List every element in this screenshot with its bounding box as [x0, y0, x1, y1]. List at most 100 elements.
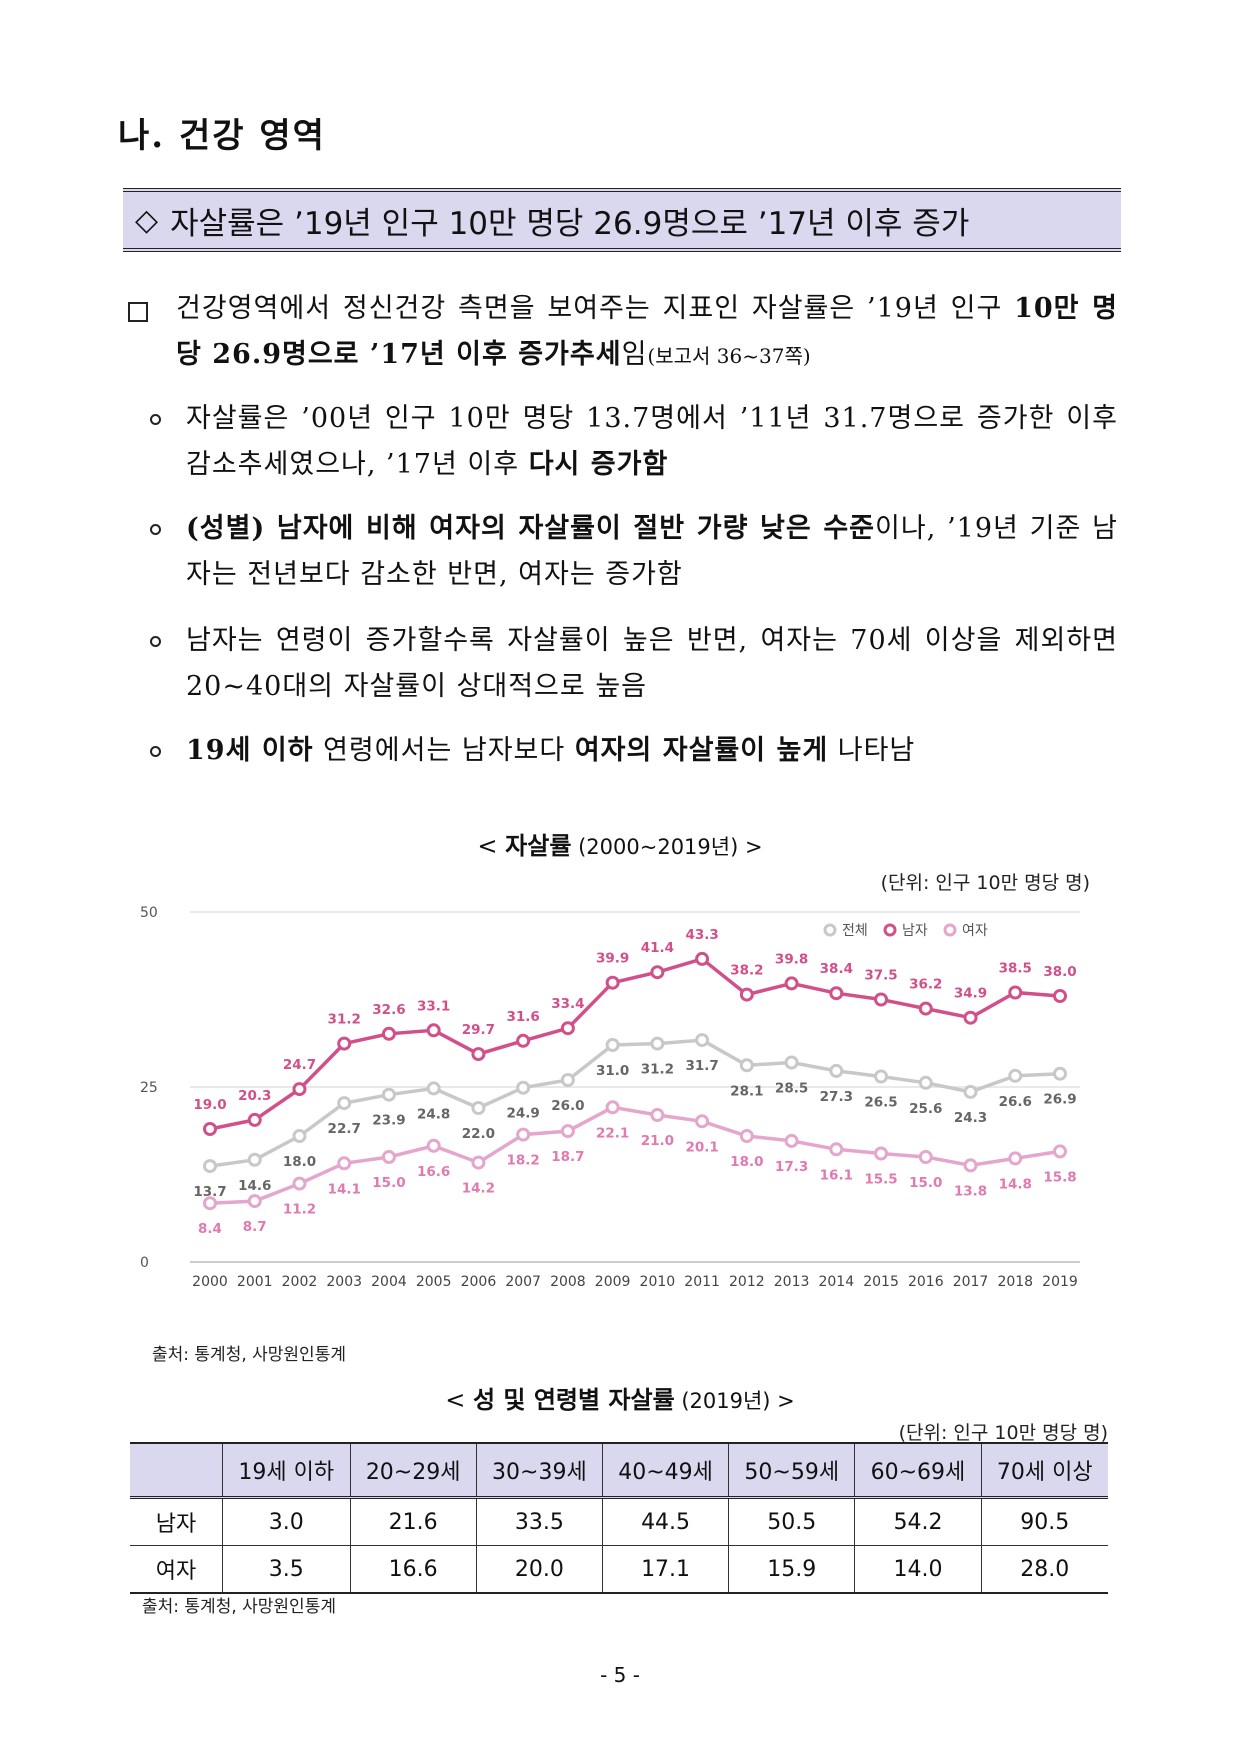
data-label: 31.7	[685, 1058, 718, 1074]
table-cell: 54.2	[854, 1497, 982, 1546]
data-point	[874, 1069, 889, 1084]
data-label: 15.8	[1043, 1169, 1076, 1185]
data-label: 24.9	[507, 1106, 540, 1122]
data-label: 14.2	[462, 1181, 495, 1197]
data-label: 41.4	[641, 940, 674, 956]
data-point	[918, 1075, 933, 1090]
data-label: 26.6	[999, 1094, 1032, 1110]
data-label: 28.1	[730, 1083, 763, 1099]
summary-plain-1: 건강영역에서 정신건강 측면을 보여주는 지표인 자살률은 ’19년 인구	[176, 293, 1003, 324]
data-label: 33.1	[417, 998, 450, 1014]
data-label: 18.2	[507, 1153, 540, 1169]
table-cell: 17.1	[601, 1545, 729, 1594]
data-point	[292, 1082, 307, 1097]
data-label: 15.5	[864, 1172, 897, 1188]
data-point	[292, 1176, 307, 1191]
data-label: 38.4	[820, 961, 853, 977]
x-tick-label: 2004	[371, 1274, 407, 1290]
data-label: 15.0	[909, 1175, 942, 1191]
data-point	[292, 1129, 307, 1143]
data-point	[1053, 1144, 1067, 1159]
x-tick-label: 2007	[505, 1274, 541, 1290]
x-tick-label: 2009	[595, 1274, 631, 1290]
data-label: 33.4	[551, 996, 584, 1012]
data-label: 11.2	[283, 1202, 316, 1218]
data-label: 21.0	[641, 1133, 674, 1149]
data-point	[1008, 985, 1023, 1000]
table-cell: 16.6	[349, 1545, 477, 1594]
data-point	[560, 1073, 575, 1087]
data-label: 14.1	[328, 1181, 361, 1197]
data-point	[560, 1124, 575, 1139]
table-cell: 50.5	[728, 1497, 855, 1546]
table-row-header: 여자	[130, 1545, 223, 1594]
data-point	[247, 1194, 262, 1209]
bullet-4-bold-1: 19세 이하	[186, 735, 314, 766]
data-point	[963, 1010, 978, 1025]
square-bullet-icon	[128, 301, 148, 322]
table-header-cell: 70세 이상	[980, 1443, 1108, 1499]
table-title-tail: (2019년) >	[674, 1389, 795, 1413]
data-label: 31.2	[328, 1012, 361, 1028]
table-header-row: 19세 이하 20~29세 30~39세 40~49세 50~59세 60~69세 70세 …	[130, 1443, 1108, 1499]
data-label: 18.0	[283, 1154, 316, 1170]
y-tick-label: 50	[140, 905, 158, 921]
data-label: 20.3	[238, 1088, 271, 1104]
data-point	[739, 1129, 754, 1143]
bullet-1-plain: 자살률은 ’00년 인구 10만 명당 13.7명에서 ’11년 31.7명으로…	[186, 403, 1118, 480]
series-line-여자	[209, 1105, 1061, 1205]
table-header-cell: 50~59세	[728, 1443, 855, 1499]
data-point	[426, 1023, 441, 1038]
x-tick-label: 2000	[192, 1274, 228, 1290]
table-unit: (단위: 인구 10만 명당 명)	[898, 1422, 1108, 1444]
table-row: 남자 3.0 21.6 33.5 44.5 50.5 54.2 90.5	[130, 1497, 1108, 1546]
data-label: 38.0	[1043, 964, 1076, 980]
x-tick-label: 2016	[908, 1274, 944, 1290]
data-point	[426, 1081, 441, 1096]
table-row: 여자 3.5 16.6 20.0 17.1 15.9 14.0 28.0	[130, 1545, 1108, 1594]
data-point	[471, 1101, 486, 1115]
circle-bullet-icon	[150, 636, 161, 647]
data-point	[963, 1084, 978, 1099]
data-point	[471, 1047, 486, 1062]
table-header-cell: 20~29세	[349, 1443, 477, 1499]
x-tick-label: 2003	[326, 1274, 362, 1290]
data-label: 39.8	[775, 951, 808, 967]
chart-title-open: <	[477, 832, 506, 860]
data-label: 36.2	[909, 977, 942, 993]
chart-unit: (단위: 인구 10만 명당 명)	[880, 872, 1090, 894]
data-label: 31.6	[507, 1009, 540, 1025]
summary-reference: (보고서 36~37쪽)	[647, 344, 811, 368]
chart-title-range: (2000~2019년) >	[571, 835, 763, 859]
data-point	[471, 1155, 486, 1170]
data-point	[1008, 1068, 1023, 1083]
data-label: 22.1	[596, 1125, 629, 1141]
data-point	[203, 1122, 217, 1136]
data-point	[203, 1159, 217, 1174]
bullet-4-bold-2: 여자의 자살률이 높게	[574, 735, 829, 766]
x-tick-label: 2005	[416, 1274, 452, 1290]
x-tick-label: 2008	[550, 1274, 586, 1290]
data-label: 14.6	[238, 1178, 271, 1194]
data-point	[516, 1080, 531, 1095]
data-label: 28.5	[775, 1081, 808, 1097]
bullet-1: 자살률은 ’00년 인구 10만 명당 13.7명에서 ’11년 31.7명으로…	[150, 396, 1118, 488]
chart-title: < 자살률 (2000~2019년) >	[0, 826, 1240, 861]
data-label: 38.5	[999, 961, 1032, 977]
data-label: 26.9	[1043, 1092, 1076, 1108]
data-point	[381, 1150, 396, 1164]
table-cell: 3.5	[222, 1545, 351, 1594]
table-cell: 21.6	[349, 1497, 477, 1546]
data-point	[918, 1001, 933, 1016]
bullet-4-plain-1: 연령에서는 남자보다	[313, 735, 575, 766]
bullet-4-plain-2: 나타남	[828, 735, 916, 766]
data-point	[739, 1058, 754, 1073]
data-point	[695, 951, 710, 966]
data-point	[695, 1114, 710, 1129]
bullet-4: 19세 이하 연령에서는 남자보다 여자의 자살률이 높게 나타남	[150, 728, 1118, 774]
data-point	[1053, 1066, 1067, 1081]
table-cell: 15.9	[728, 1545, 855, 1594]
data-label: 32.6	[372, 1002, 405, 1018]
data-label: 31.0	[596, 1063, 629, 1079]
table-header-cell: 19세 이하	[222, 1443, 351, 1499]
